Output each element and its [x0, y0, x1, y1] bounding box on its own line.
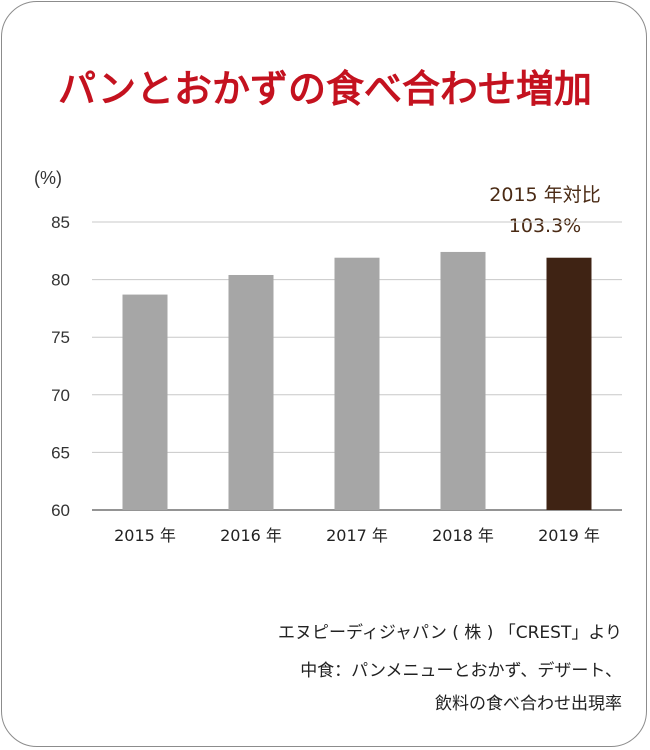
- y-tick-label: 70: [51, 386, 70, 405]
- x-tick-label: 2019 年: [538, 526, 600, 545]
- bar: [440, 251, 486, 510]
- source-note: エヌピーディジャパン ( 株 ) 「CREST」より: [278, 623, 622, 643]
- y-tick-label: 75: [51, 328, 70, 347]
- definition-note-line-1: 中食：パンメニューとおかず、デザート、: [300, 661, 622, 681]
- bar: [228, 274, 274, 510]
- annotation-line-2: 103.3%: [508, 215, 582, 237]
- bar: [546, 257, 592, 510]
- definition-note-line-2: 飲料の食べ合わせ出現率: [435, 694, 622, 714]
- x-tick-label: 2016 年: [220, 526, 282, 545]
- x-tick-label: 2018 年: [432, 526, 494, 545]
- bar: [122, 294, 168, 510]
- chart-title: パンとおかずの食べ合わせ増加: [58, 67, 592, 111]
- y-tick-label: 80: [51, 271, 70, 290]
- y-axis-unit-label: (%): [34, 168, 62, 188]
- y-tick-label: 60: [51, 501, 70, 520]
- annotation-line-1: 2015 年対比: [489, 184, 601, 206]
- y-tick-label: 65: [51, 443, 70, 462]
- x-tick-label: 2015 年: [114, 526, 176, 545]
- bar: [334, 257, 380, 510]
- y-tick-label: 85: [51, 213, 70, 232]
- x-tick-label: 2017 年: [326, 526, 388, 545]
